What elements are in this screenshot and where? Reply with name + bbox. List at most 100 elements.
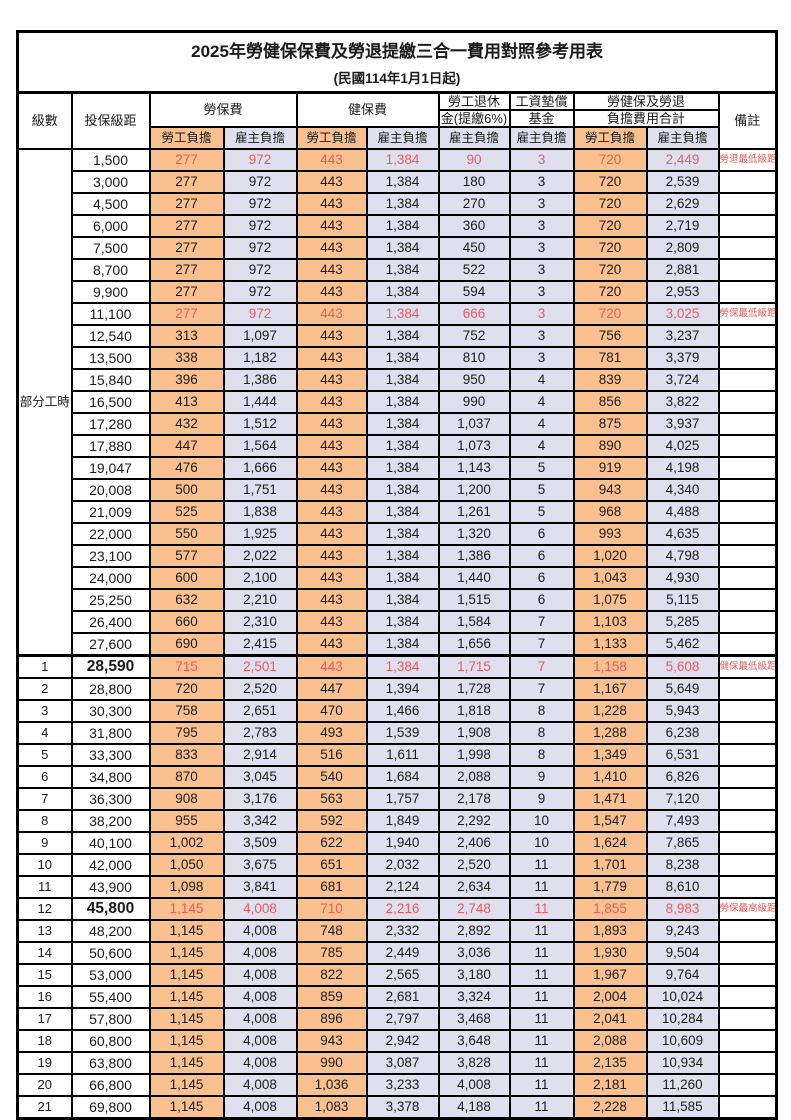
remark-cell [717,544,778,568]
labor-employer-cell: 1,751 [222,478,298,502]
labor-employee-cell: 1,098 [148,875,225,899]
total-employer-cell: 5,943 [645,699,720,723]
labor-employer-cell: 2,310 [222,610,298,634]
table-row: 19,047 476 1,666 443 1,384 1,143 5 919 4… [18,456,778,480]
fund-employer-cell: 7 [508,610,575,634]
health-employee-cell: 443 [295,478,368,502]
total-employer-cell: 7,865 [645,831,720,855]
total-employer-cell: 3,025 [645,302,720,326]
table-row: 21,009 525 1,838 443 1,384 1,261 5 968 4… [18,500,778,524]
fund-employer-cell: 8 [508,743,575,767]
health-employer-cell: 1,611 [365,743,440,767]
health-employer-cell: 1,384 [365,280,440,304]
remark-cell [717,875,778,899]
remark-cell [717,610,778,634]
total-employee-cell: 720 [572,192,648,216]
health-employee-cell: 443 [295,412,368,436]
health-employer-cell: 3,378 [365,1095,440,1120]
labor-employer-cell: 972 [222,192,298,216]
total-employer-cell: 9,764 [645,963,720,987]
pension-employer-cell: 4,008 [437,1073,511,1097]
total-employee-cell: 1,410 [572,765,648,789]
total-employer-cell: 4,488 [645,500,720,524]
total-employee-cell: 875 [572,412,648,436]
subheader-total-employee: 勞工負擔 [572,126,648,150]
total-employer-cell: 2,881 [645,258,720,282]
pension-employer-cell: 522 [437,258,511,282]
labor-employee-cell: 550 [148,522,225,546]
total-employee-cell: 1,547 [572,809,648,833]
health-employee-cell: 443 [295,456,368,480]
labor-employer-cell: 972 [222,148,298,172]
labor-employee-cell: 396 [148,368,225,392]
fund-employer-cell: 3 [508,192,575,216]
total-employee-cell: 1,349 [572,743,648,767]
fund-employer-cell: 11 [508,1095,575,1120]
fund-employer-cell: 3 [508,346,575,370]
labor-employer-cell: 2,501 [222,654,298,679]
bracket-cell: 63,800 [70,1051,151,1075]
remark-cell [717,963,778,987]
pension-employer-cell: 3,828 [437,1051,511,1075]
title-cell: 2025年勞健保保費及勞退提繳三合一費用對照參考用表 (民國114年1月1日起) [16,30,778,94]
total-employer-cell: 11,260 [645,1073,720,1097]
total-employer-cell: 3,379 [645,346,720,370]
level-cell: 8 [16,809,73,833]
health-employer-cell: 1,394 [365,677,440,701]
total-employer-cell: 3,724 [645,368,720,392]
total-employer-cell: 4,198 [645,456,720,480]
labor-employee-cell: 1,145 [148,1051,225,1075]
labor-employee-cell: 1,050 [148,853,225,877]
bracket-cell: 15,840 [70,368,151,392]
level-cell: 13 [16,919,73,943]
labor-employee-cell: 277 [148,170,225,194]
labor-employer-cell: 4,008 [222,1029,298,1053]
labor-employer-cell: 2,520 [222,677,298,701]
pension-employer-cell: 1,998 [437,743,511,767]
total-employer-cell: 2,539 [645,170,720,194]
pension-employer-cell: 2,088 [437,765,511,789]
bracket-cell: 30,300 [70,699,151,723]
remark-cell [717,588,778,612]
pension-employer-cell: 1,715 [437,654,511,679]
health-employee-cell: 622 [295,831,368,855]
pension-employer-cell: 990 [437,390,511,414]
fund-employer-cell: 10 [508,831,575,855]
subheader-labor-employer: 雇主負擔 [222,126,298,150]
pension-employer-cell: 752 [437,324,511,348]
total-employee-cell: 1,893 [572,919,648,943]
total-employer-cell: 4,635 [645,522,720,546]
health-employer-cell: 1,684 [365,765,440,789]
pension-employer-cell: 2,748 [437,897,511,921]
header-pension-line1: 勞工退休 [437,91,511,111]
health-employee-cell: 443 [295,632,368,657]
pension-employer-cell: 1,584 [437,610,511,634]
labor-employee-cell: 277 [148,280,225,304]
labor-employee-cell: 720 [148,677,225,701]
remark-cell [717,787,778,811]
subheader-total-employer: 雇主負擔 [645,126,720,150]
fund-employer-cell: 9 [508,765,575,789]
health-employee-cell: 443 [295,588,368,612]
pension-employer-cell: 3,036 [437,941,511,965]
health-employer-cell: 1,539 [365,721,440,745]
fund-employer-cell: 10 [508,809,575,833]
health-employee-cell: 540 [295,765,368,789]
table-row: 12 45,800 1,145 4,008 710 2,216 2,748 11… [16,897,778,921]
bracket-cell: 66,800 [70,1073,151,1097]
bracket-cell: 25,250 [70,588,151,612]
fund-employer-cell: 11 [508,875,575,899]
labor-employee-cell: 1,145 [148,963,225,987]
labor-employer-cell: 4,008 [222,1051,298,1075]
pension-employer-cell: 1,037 [437,412,511,436]
subheader-fund-employer: 雇主負擔 [508,126,575,150]
labor-employee-cell: 500 [148,478,225,502]
pension-employer-cell: 4,188 [437,1095,511,1120]
total-employer-cell: 6,238 [645,721,720,745]
total-employer-cell: 2,449 [645,148,720,172]
pension-employer-cell: 1,908 [437,721,511,745]
pension-employer-cell: 360 [437,214,511,238]
table-row: 25,250 632 2,210 443 1,384 1,515 6 1,075… [18,588,778,612]
bracket-cell: 43,900 [70,875,151,899]
part-time-cell: 部分工時 [16,148,73,657]
